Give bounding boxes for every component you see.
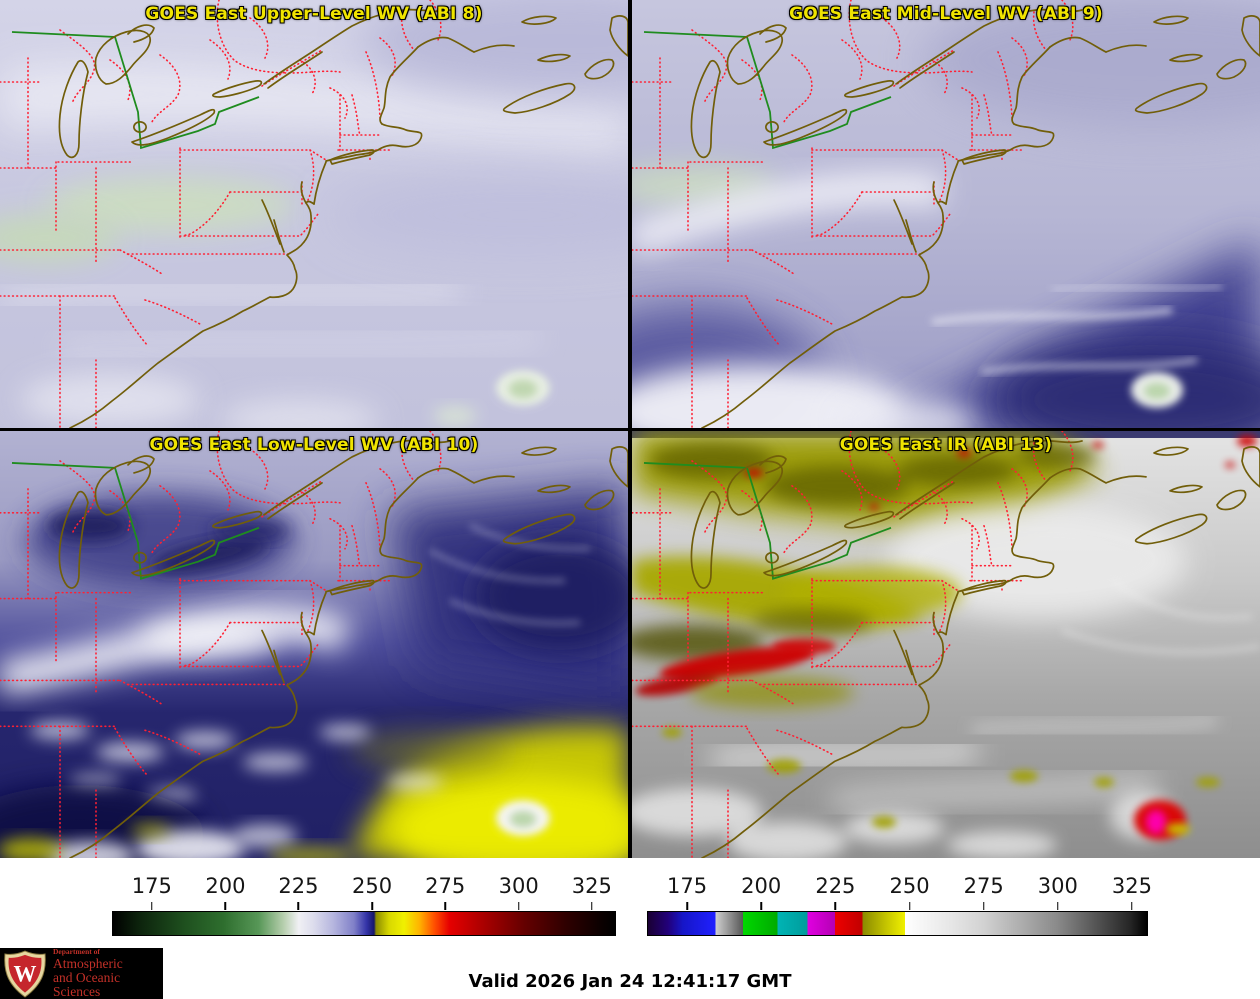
ir-colorbar-tick-marks [647,902,1148,911]
logo-line-atmospheric: Atmospheric [53,955,123,971]
colorbar-tick-mark [517,902,520,910]
satellite-image-mid-level-wv [632,0,1260,428]
ir-colorbar-tick-labels: 175 200 225 250 275 300 325 [647,874,1152,902]
colorbar-tick-mark [1057,902,1059,910]
panel-title-abi10: GOES East Low-Level WV (ABI 10) [149,435,479,455]
wv-colorbar: 175 200 225 250 275 300 325 [112,874,616,936]
logo-dept-line: Department of [53,946,100,956]
colorbar-tick-mark [760,902,762,910]
colorbar-tick-mark [686,902,688,910]
colorbar-tick-mark [297,902,300,910]
cloud-top-features [632,431,1260,858]
crest-letter: W [14,961,37,986]
colorbar-tick-label: 325 [1111,874,1152,898]
panel-title-abi8: GOES East Upper-Level WV (ABI 8) [145,4,483,24]
logo-line-oceanic: and Oceanic Sciences [53,969,121,999]
colorbar-tick-label: 250 [352,874,393,898]
satellite-image-infrared [632,431,1260,858]
colorbar-tick-mark [151,902,153,910]
colorbar-tick-mark [444,902,446,910]
logo-text: Department of Atmospheric and Oceanic Sc… [53,946,163,999]
colorbar-tick-mark [371,902,373,910]
panel-title-abi9: GOES East Mid-Level WV (ABI 9) [789,4,1103,24]
colorbar-tick-mark [591,902,593,910]
moisture-features [632,0,1260,428]
wv-colorbar-gradient [112,911,616,936]
panel-abi8: GOES East Upper-Level WV (ABI 8) [0,0,628,428]
colorbar-tick-label: 275 [963,874,1004,898]
colorbar-tick-label: 200 [741,874,782,898]
colorbar-tick-mark [224,902,227,910]
satellite-image-upper-level-wv [0,0,628,428]
colorbar-tick-label: 200 [205,874,246,898]
colorbar-tick-mark [834,902,837,910]
uw-aos-logo: W Department of Atmospheric and Oceanic … [0,946,163,999]
ir-colorbar-gradient [647,911,1148,936]
wv-colorbar-tick-labels: 175 200 225 250 275 300 325 [112,874,616,902]
colorbar-tick-label: 225 [278,874,319,898]
colorbar-tick-label: 275 [425,874,466,898]
colorbar-tick-label: 325 [571,874,612,898]
colorbar-tick-mark [982,902,985,910]
panel-abi9: GOES East Mid-Level WV (ABI 9) [632,0,1260,428]
colorbar-tick-label: 225 [815,874,856,898]
moisture-features [0,485,628,858]
colorbar-tick-label: 300 [498,874,539,898]
colorbar-tick-label: 250 [889,874,930,898]
colorbar-tick-mark [1131,902,1133,910]
valid-timestamp: Valid 2026 Jan 24 12:41:17 GMT [468,971,792,992]
panel-abi10: GOES East Low-Level WV (ABI 10) [0,431,628,858]
uw-crest-icon: W [4,950,46,998]
colorbar-tick-label: 300 [1037,874,1078,898]
wv-colorbar-tick-marks [112,902,616,911]
satellite-image-low-level-wv [0,431,628,858]
colorbar-tick-label: 175 [667,874,708,898]
colorbar-tick-mark [908,902,911,910]
panel-grid: GOES East Upper-Level WV (ABI 8) [0,0,1260,858]
panel-title-abi13: GOES East IR (ABI 13) [839,435,1053,455]
ir-colorbar: 175 200 225 250 275 300 325 [647,874,1152,936]
colorbar-tick-label: 175 [131,874,172,898]
panel-abi13: GOES East IR (ABI 13) [632,431,1260,858]
